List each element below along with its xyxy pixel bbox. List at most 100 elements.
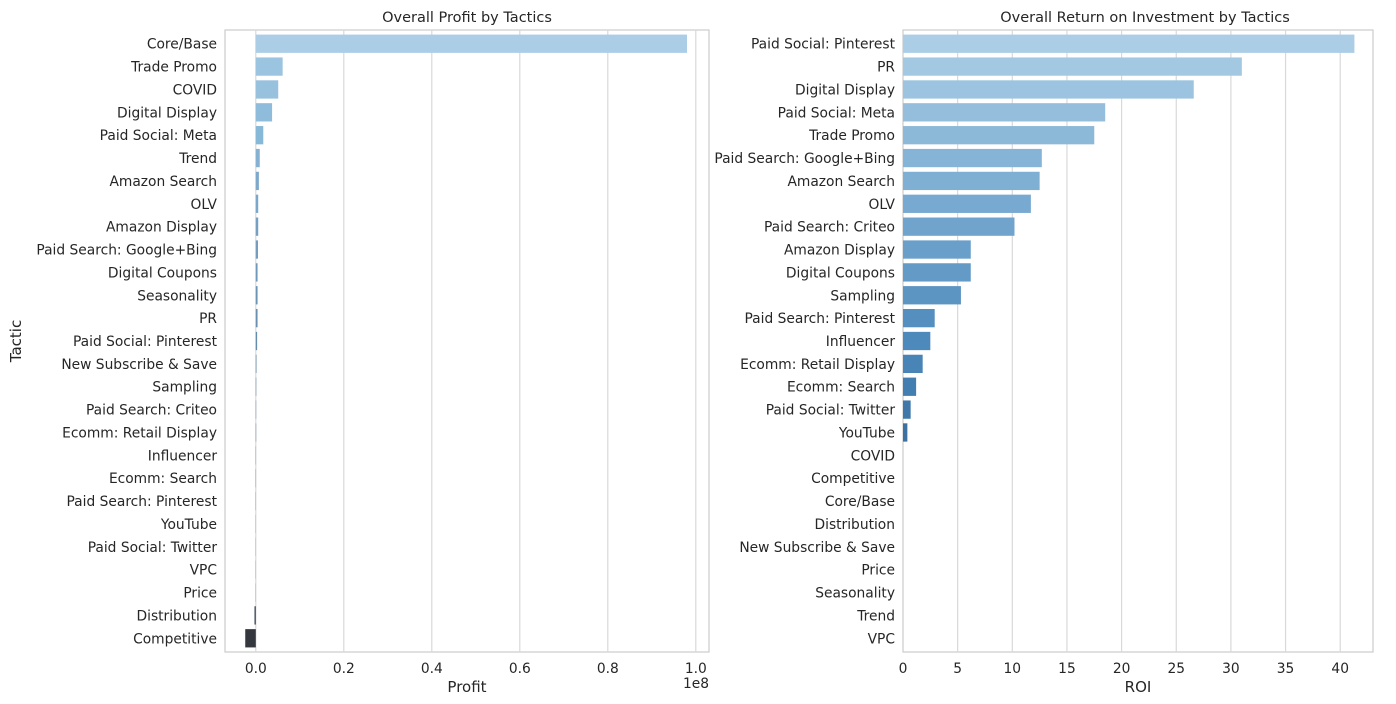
profit-bars bbox=[245, 34, 688, 648]
roi-tactic-label: Paid Social: Twitter bbox=[766, 403, 896, 419]
profit-tactic-label: Digital Display bbox=[117, 105, 217, 121]
profit-tactic-label: Ecomm: Retail Display bbox=[62, 425, 217, 441]
profit-bar bbox=[255, 80, 279, 99]
profit-x-axis-label: Profit bbox=[447, 678, 486, 696]
x-tick-label: 35 bbox=[1277, 661, 1295, 677]
roi-tactic-label: Paid Social: Pinterest bbox=[751, 37, 896, 53]
profit-tactic-label: Paid Social: Pinterest bbox=[73, 334, 218, 350]
profit-tactic-label: VPC bbox=[190, 563, 217, 579]
profit-tactic-label: PR bbox=[199, 311, 217, 327]
roi-bar bbox=[903, 126, 1095, 145]
x-tick-label: 15 bbox=[1058, 661, 1076, 677]
roi-tactic-label: YouTube bbox=[838, 425, 895, 441]
roi-bar bbox=[903, 286, 961, 305]
roi-tactic-label: Core/Base bbox=[825, 494, 895, 510]
profit-bar bbox=[255, 194, 259, 213]
profit-tactic-label: Paid Social: Twitter bbox=[88, 540, 218, 556]
roi-tactic-label: Seasonality bbox=[815, 586, 895, 602]
profit-bar bbox=[255, 263, 258, 282]
profit-plot-area bbox=[224, 29, 710, 653]
profit-bar bbox=[255, 354, 257, 374]
x-tick-label: 25 bbox=[1167, 661, 1185, 677]
profit-tactic-label: Amazon Display bbox=[106, 220, 217, 236]
profit-bar bbox=[255, 171, 259, 191]
profit-tactic-label: Competitive bbox=[133, 631, 217, 647]
roi-tactic-label: Trade Promo bbox=[808, 128, 895, 144]
roi-tactic-label: COVID bbox=[851, 448, 895, 464]
profit-tactic-label: Trade Promo bbox=[130, 60, 217, 76]
profit-tactic-labels: Core/Base Trade Promo COVID Digital Display… bbox=[36, 37, 217, 648]
roi-bar bbox=[903, 331, 931, 351]
roi-bar bbox=[903, 377, 917, 396]
roi-bar bbox=[903, 148, 1042, 168]
roi-tactic-label: VPC bbox=[868, 631, 895, 647]
profit-bar bbox=[255, 217, 259, 236]
roi-bar bbox=[903, 240, 971, 259]
x-tick-label: 1.0 bbox=[685, 661, 707, 677]
roi-tactic-label: Paid Search: Criteo bbox=[764, 220, 895, 236]
roi-chart-title: Overall Return on Investment by Tactics bbox=[1000, 10, 1290, 26]
roi-tactic-label: Digital Coupons bbox=[786, 265, 895, 281]
profit-tactic-label: Price bbox=[183, 586, 217, 602]
profit-chart-title: Overall Profit by Tactics bbox=[382, 10, 552, 26]
x-tick-label: 0.8 bbox=[597, 661, 619, 677]
roi-bar bbox=[903, 308, 935, 328]
roi-x-tick-labels: 0 5 10 15 20 25 30 35 40 bbox=[899, 661, 1349, 677]
roi-tactic-label: PR bbox=[877, 60, 895, 76]
profit-bar bbox=[255, 240, 258, 259]
profit-tactic-label: Influencer bbox=[148, 448, 218, 464]
profit-x-tick-labels: 0.0 0.2 0.4 0.6 0.8 1.0 bbox=[245, 661, 707, 677]
roi-bar bbox=[903, 171, 1040, 191]
roi-bars bbox=[903, 34, 1355, 442]
roi-tactic-label: Trend bbox=[856, 608, 895, 624]
roi-tactic-label: Amazon Display bbox=[784, 243, 895, 259]
profit-tactic-label: Seasonality bbox=[137, 288, 217, 304]
profit-bar bbox=[255, 331, 258, 351]
roi-tactic-label: Price bbox=[861, 563, 895, 579]
x-tick-label: 0 bbox=[899, 661, 908, 677]
x-tick-label: 30 bbox=[1222, 661, 1240, 677]
roi-tactic-label: Paid Search: Google+Bing bbox=[714, 151, 895, 167]
roi-tactic-label: Influencer bbox=[826, 334, 896, 350]
x-tick-label: 0.4 bbox=[421, 661, 443, 677]
roi-tactic-label: OLV bbox=[869, 197, 896, 213]
profit-y-axis-label: Tactic bbox=[7, 320, 25, 363]
profit-bar bbox=[255, 308, 258, 328]
roi-bar bbox=[903, 194, 1031, 213]
roi-plot-area bbox=[902, 29, 1374, 653]
profit-tactic-label: Paid Search: Google+Bing bbox=[36, 243, 217, 259]
x-tick-label: 5 bbox=[953, 661, 962, 677]
profit-bar bbox=[255, 57, 283, 76]
roi-tactic-label: Paid Search: Pinterest bbox=[744, 311, 895, 327]
profit-tactic-label: Core/Base bbox=[147, 37, 217, 53]
profit-tactic-label: YouTube bbox=[160, 517, 217, 533]
profit-tactic-label: Digital Coupons bbox=[108, 265, 217, 281]
profit-tactic-label: New Subscribe & Save bbox=[61, 357, 217, 373]
profit-bar bbox=[254, 606, 256, 625]
profit-tactic-label: Ecomm: Search bbox=[109, 471, 217, 487]
profit-tactic-label: Paid Search: Pinterest bbox=[66, 494, 217, 510]
x-tick-label: 0.6 bbox=[509, 661, 531, 677]
roi-chart: Paid Social: Pinterest PR Digital Display P… bbox=[714, 10, 1374, 696]
profit-chart: Core/Base Trade Promo COVID Digital Display… bbox=[7, 10, 710, 696]
roi-bar bbox=[903, 34, 1355, 53]
profit-tactic-label: Trend bbox=[178, 151, 217, 167]
x-tick-label: 0.0 bbox=[245, 661, 267, 677]
profit-tactic-label: Distribution bbox=[137, 608, 218, 624]
profit-tactic-label: Paid Search: Criteo bbox=[86, 403, 217, 419]
roi-bar bbox=[903, 103, 1106, 122]
roi-tactic-label: Digital Display bbox=[795, 82, 895, 98]
x-tick-label: 40 bbox=[1331, 661, 1349, 677]
roi-bar bbox=[903, 80, 1194, 99]
x-tick-label: 20 bbox=[1113, 661, 1131, 677]
profit-bar bbox=[255, 103, 273, 122]
profit-tactic-label: Amazon Search bbox=[109, 174, 217, 190]
profit-bar bbox=[255, 148, 260, 168]
profit-bar bbox=[255, 34, 688, 53]
roi-bar bbox=[903, 400, 911, 419]
roi-tactic-label: Ecomm: Search bbox=[787, 380, 895, 396]
x-tick-label: 10 bbox=[1004, 661, 1022, 677]
profit-tactic-label: Paid Social: Meta bbox=[100, 128, 217, 144]
roi-tactic-label: Amazon Search bbox=[787, 174, 895, 190]
